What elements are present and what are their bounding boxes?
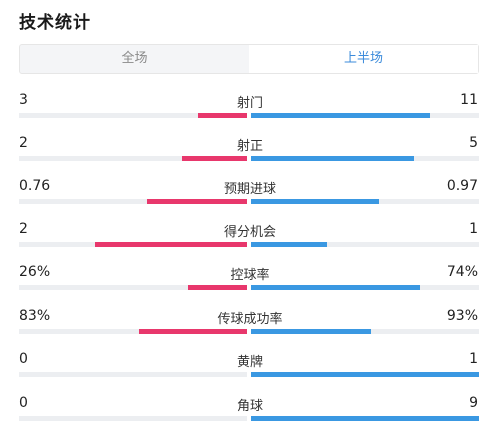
stat-label: 得分机会 bbox=[223, 225, 276, 240]
stat-label: 射门 bbox=[236, 96, 263, 111]
home-bar-track bbox=[19, 113, 247, 118]
away-bar-fill bbox=[251, 113, 431, 118]
away-bar-fill bbox=[251, 199, 379, 204]
stat-label: 角球 bbox=[236, 399, 263, 414]
stat-label: 传球成功率 bbox=[217, 312, 283, 327]
away-bar-fill bbox=[251, 329, 372, 334]
away-bar-fill bbox=[251, 285, 420, 290]
home-value: 26% bbox=[19, 264, 51, 280]
away-bar-track bbox=[251, 156, 479, 161]
stat-row-pass-accuracy: 83% 传球成功率 93% bbox=[0, 308, 500, 344]
stat-row-yellow-cards: 0 黄牌 1 bbox=[0, 351, 500, 387]
stat-label: 射正 bbox=[236, 139, 263, 154]
home-bar-track bbox=[19, 329, 247, 334]
home-bar-fill bbox=[187, 285, 247, 290]
away-value: 93% bbox=[446, 308, 478, 324]
stat-label: 预期进球 bbox=[223, 182, 276, 197]
stat-row-shots-on-target: 2 射正 5 bbox=[0, 135, 500, 171]
stat-row-big-chances: 2 得分机会 1 bbox=[0, 221, 500, 257]
tab-full-match[interactable]: 全场 bbox=[121, 51, 148, 66]
stat-row-possession: 26% 控球率 74% bbox=[0, 264, 500, 300]
home-bar-track bbox=[19, 285, 247, 290]
stat-label: 控球率 bbox=[230, 268, 270, 283]
period-tabs: 全场 上半场 bbox=[19, 44, 479, 74]
away-bar-track bbox=[251, 113, 479, 118]
away-bar-track bbox=[251, 285, 479, 290]
away-value: 5 bbox=[469, 135, 478, 151]
away-bar-track bbox=[251, 416, 479, 421]
away-bar-fill bbox=[251, 416, 479, 421]
home-value: 2 bbox=[19, 135, 28, 151]
away-value: 1 bbox=[469, 221, 478, 237]
home-bar-track bbox=[19, 372, 247, 377]
away-bar-fill bbox=[251, 156, 414, 161]
away-value: 74% bbox=[446, 264, 478, 280]
home-bar-fill bbox=[95, 242, 247, 247]
home-bar-fill bbox=[181, 156, 247, 161]
home-bar-track bbox=[19, 242, 247, 247]
home-value: 0.76 bbox=[19, 178, 51, 194]
away-value: 9 bbox=[469, 395, 478, 411]
tab-first-half[interactable]: 上半场 bbox=[249, 45, 478, 73]
home-value: 0 bbox=[19, 351, 28, 367]
home-bar-track bbox=[19, 199, 247, 204]
away-bar-track bbox=[251, 242, 479, 247]
away-bar-track bbox=[251, 329, 479, 334]
away-bar-track bbox=[251, 372, 479, 377]
away-bar-fill bbox=[251, 372, 479, 377]
page-title: 技术统计 bbox=[19, 13, 91, 33]
away-bar-track bbox=[251, 199, 479, 204]
home-bar-fill bbox=[139, 329, 247, 334]
home-value: 2 bbox=[19, 221, 28, 237]
stat-label: 黄牌 bbox=[236, 355, 263, 370]
home-bar-track bbox=[19, 156, 247, 161]
home-bar-fill bbox=[198, 113, 247, 118]
home-value: 0 bbox=[19, 395, 28, 411]
stat-row-corners: 0 角球 9 bbox=[0, 395, 500, 431]
away-value: 11 bbox=[460, 92, 478, 108]
away-value: 1 bbox=[469, 351, 478, 367]
away-value: 0.97 bbox=[446, 178, 478, 194]
home-value: 83% bbox=[19, 308, 51, 324]
home-bar-track bbox=[19, 416, 247, 421]
home-value: 3 bbox=[19, 92, 28, 108]
stat-row-shots: 3 射门 11 bbox=[0, 92, 500, 128]
stat-row-expected-goals: 0.76 预期进球 0.97 bbox=[0, 178, 500, 214]
away-bar-fill bbox=[251, 242, 327, 247]
home-bar-fill bbox=[146, 199, 247, 204]
